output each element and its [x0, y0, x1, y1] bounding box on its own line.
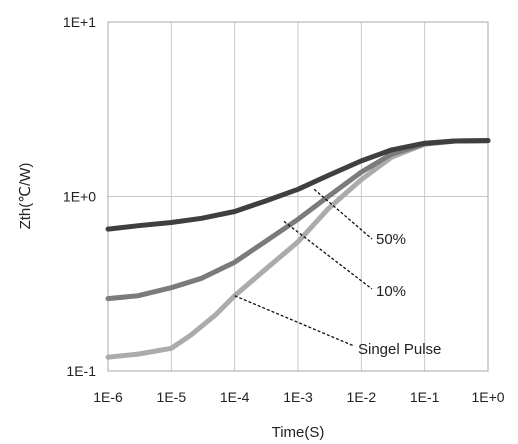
annotation-leader	[313, 188, 373, 240]
x-tick-label: 1E-4	[220, 389, 250, 405]
x-tick-label: 1E-2	[347, 389, 377, 405]
annotation-label: 10%	[376, 283, 406, 300]
annotation-leader	[234, 295, 355, 347]
x-tick-labels: 1E-6 1E-5 1E-4 1E-3 1E-2 1E-1 1E+0	[93, 389, 505, 405]
grid-layer	[108, 22, 488, 371]
y-tick-label: 1E-1	[66, 363, 96, 379]
y-tick-label: 1E+1	[63, 14, 96, 30]
annotation-leader	[283, 220, 373, 290]
y-tick-labels: 1E-1 1E+0 1E+1	[63, 14, 96, 379]
x-tick-label: 1E-1	[410, 389, 440, 405]
annotation-layer: 50% 10% Singel Pulse	[234, 188, 441, 358]
y-axis-label: Zth(℃/W)	[17, 163, 34, 230]
series-layer	[105, 138, 491, 360]
plot-frame	[107, 21, 489, 372]
annotation-label: 50%	[376, 231, 406, 248]
x-tick-label: 1E-6	[93, 389, 123, 405]
y-tick-label: 1E+0	[63, 189, 96, 205]
x-tick-label: 1E-5	[157, 389, 187, 405]
x-tick-label: 1E-3	[283, 389, 313, 405]
x-tick-label: 1E+0	[471, 389, 504, 405]
x-axis-label: Time(S)	[272, 424, 325, 441]
annotation-label: Singel Pulse	[358, 341, 441, 358]
series-line	[105, 138, 491, 232]
